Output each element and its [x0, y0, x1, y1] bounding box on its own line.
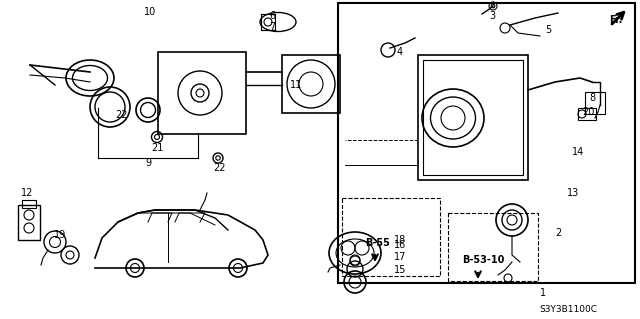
Text: 17: 17 — [394, 252, 406, 262]
Bar — [158, 52, 246, 134]
Text: 19: 19 — [54, 230, 66, 240]
Bar — [578, 108, 596, 120]
Bar — [22, 200, 36, 208]
Bar — [423, 60, 523, 175]
Text: 6: 6 — [269, 11, 275, 21]
Bar — [338, 3, 635, 283]
Text: B-53-10: B-53-10 — [462, 255, 504, 265]
Text: 10: 10 — [144, 7, 156, 17]
Bar — [18, 205, 40, 240]
Bar — [448, 213, 538, 281]
Text: 18: 18 — [394, 235, 406, 245]
Text: S3Y3B1100C: S3Y3B1100C — [539, 305, 597, 314]
Bar — [342, 198, 440, 276]
Bar — [261, 14, 275, 30]
Text: 13: 13 — [567, 188, 579, 198]
Text: 5: 5 — [545, 25, 551, 35]
Text: 20: 20 — [582, 107, 594, 117]
Text: 4: 4 — [397, 47, 403, 57]
Text: 7: 7 — [269, 22, 275, 32]
Text: 8: 8 — [589, 93, 595, 103]
Text: Fr.: Fr. — [609, 15, 623, 25]
Text: B-55: B-55 — [365, 238, 390, 248]
Text: 12: 12 — [21, 188, 33, 198]
Text: 22: 22 — [116, 110, 128, 120]
Text: 2: 2 — [555, 228, 561, 238]
Bar — [585, 92, 605, 114]
Bar — [418, 55, 528, 180]
Text: 14: 14 — [572, 147, 584, 157]
Text: 21: 21 — [151, 143, 163, 153]
Text: 22: 22 — [214, 163, 227, 173]
Bar — [282, 55, 340, 113]
Text: 9: 9 — [145, 158, 151, 168]
Text: 11: 11 — [290, 80, 302, 90]
Text: 3: 3 — [489, 11, 495, 21]
Text: 1: 1 — [540, 288, 546, 298]
Text: 16: 16 — [394, 240, 406, 250]
Text: 15: 15 — [394, 265, 406, 275]
